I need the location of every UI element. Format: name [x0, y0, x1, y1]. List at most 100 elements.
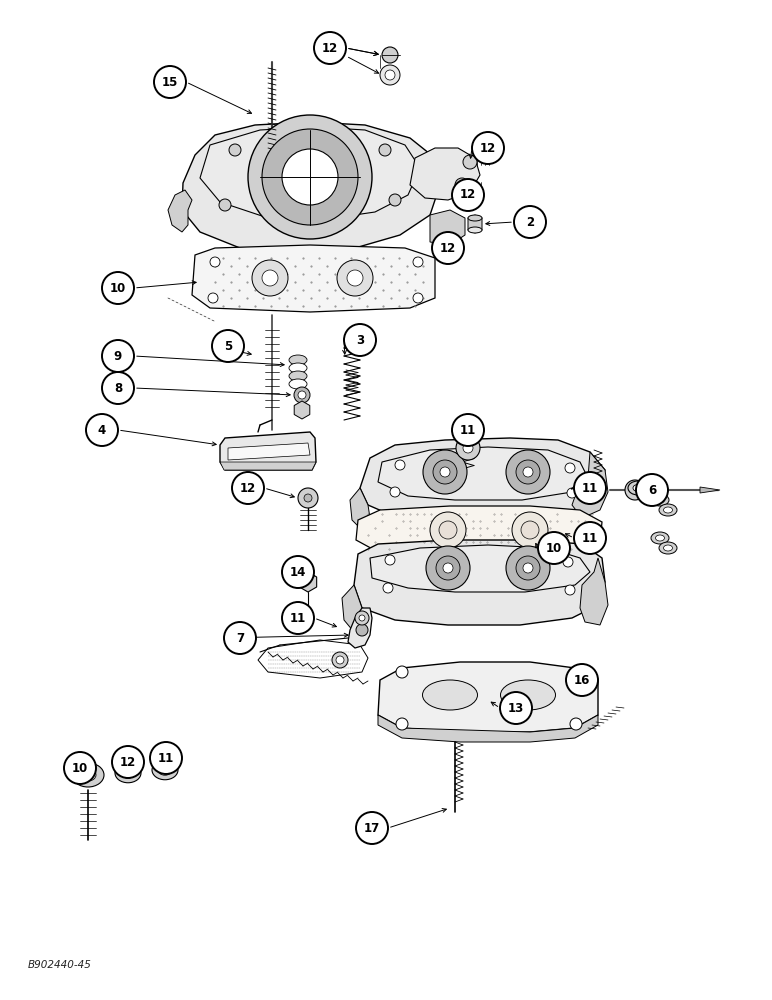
Text: 10: 10: [546, 542, 562, 554]
Text: 11: 11: [290, 611, 306, 624]
Ellipse shape: [500, 680, 556, 710]
Circle shape: [356, 812, 388, 844]
Circle shape: [500, 692, 532, 724]
Ellipse shape: [158, 765, 172, 775]
Text: 11: 11: [582, 482, 598, 494]
Circle shape: [282, 602, 314, 634]
Circle shape: [514, 206, 546, 238]
Polygon shape: [350, 488, 370, 530]
Circle shape: [347, 270, 363, 286]
Text: 12: 12: [240, 482, 256, 494]
Circle shape: [248, 115, 372, 239]
Circle shape: [463, 155, 477, 169]
Circle shape: [413, 257, 423, 267]
Circle shape: [64, 752, 96, 784]
Circle shape: [356, 624, 368, 636]
Text: 12: 12: [480, 141, 496, 154]
Circle shape: [506, 546, 550, 590]
Circle shape: [383, 583, 393, 593]
Circle shape: [565, 585, 575, 595]
Text: 11: 11: [158, 752, 174, 764]
Circle shape: [359, 615, 365, 621]
Circle shape: [390, 487, 400, 497]
Text: 3: 3: [356, 334, 364, 347]
Polygon shape: [356, 506, 602, 556]
Circle shape: [385, 555, 395, 565]
Polygon shape: [192, 245, 435, 312]
Text: 16: 16: [574, 674, 590, 686]
Circle shape: [565, 463, 575, 473]
Circle shape: [432, 232, 464, 264]
Circle shape: [439, 521, 457, 539]
Circle shape: [208, 293, 218, 303]
Circle shape: [538, 532, 570, 564]
Circle shape: [344, 324, 376, 356]
Polygon shape: [200, 127, 420, 220]
Text: 17: 17: [364, 822, 380, 834]
Text: 5: 5: [224, 340, 232, 353]
Circle shape: [436, 556, 460, 580]
Ellipse shape: [80, 769, 96, 781]
Text: 11: 11: [582, 532, 598, 544]
Circle shape: [521, 521, 539, 539]
Circle shape: [229, 144, 241, 156]
Text: 8: 8: [114, 381, 122, 394]
Circle shape: [433, 460, 457, 484]
Circle shape: [523, 563, 533, 573]
Circle shape: [516, 556, 540, 580]
Circle shape: [232, 472, 264, 504]
Ellipse shape: [633, 485, 643, 491]
Polygon shape: [348, 608, 372, 648]
Ellipse shape: [659, 504, 677, 516]
Text: 13: 13: [508, 702, 524, 714]
Circle shape: [455, 178, 469, 192]
Circle shape: [452, 179, 484, 211]
Text: 4: 4: [98, 424, 106, 436]
Polygon shape: [430, 210, 465, 245]
Text: 12: 12: [322, 41, 338, 54]
Circle shape: [112, 746, 144, 778]
Circle shape: [294, 387, 310, 403]
Ellipse shape: [289, 355, 307, 365]
Circle shape: [212, 330, 244, 362]
Polygon shape: [435, 242, 462, 262]
Circle shape: [102, 272, 134, 304]
Circle shape: [523, 467, 533, 477]
Circle shape: [563, 557, 573, 567]
Circle shape: [219, 199, 231, 211]
Circle shape: [154, 66, 186, 98]
Circle shape: [426, 546, 470, 590]
Ellipse shape: [152, 760, 178, 780]
Circle shape: [574, 472, 606, 504]
Circle shape: [440, 467, 450, 477]
Circle shape: [443, 563, 453, 573]
Circle shape: [282, 556, 314, 588]
Circle shape: [395, 460, 405, 470]
Text: 9: 9: [114, 350, 122, 362]
Polygon shape: [370, 545, 590, 592]
Text: 10: 10: [110, 282, 126, 294]
Circle shape: [314, 32, 346, 64]
Circle shape: [452, 414, 484, 446]
Polygon shape: [580, 558, 608, 625]
Ellipse shape: [72, 763, 104, 787]
Ellipse shape: [659, 542, 677, 554]
Polygon shape: [228, 443, 310, 460]
Text: 2: 2: [526, 216, 534, 229]
Circle shape: [262, 129, 358, 225]
Circle shape: [382, 47, 398, 63]
Circle shape: [443, 247, 453, 257]
Polygon shape: [354, 540, 605, 625]
Circle shape: [385, 70, 395, 80]
Circle shape: [102, 372, 134, 404]
Ellipse shape: [468, 227, 482, 233]
Circle shape: [355, 611, 369, 625]
Ellipse shape: [289, 363, 307, 373]
Ellipse shape: [115, 763, 141, 783]
Circle shape: [413, 293, 423, 303]
Circle shape: [636, 474, 668, 506]
Ellipse shape: [289, 371, 307, 381]
Circle shape: [472, 132, 504, 164]
Ellipse shape: [651, 494, 669, 506]
Polygon shape: [294, 401, 310, 419]
